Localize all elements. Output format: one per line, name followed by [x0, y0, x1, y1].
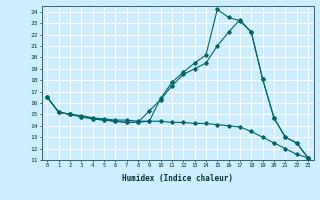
X-axis label: Humidex (Indice chaleur): Humidex (Indice chaleur): [122, 174, 233, 183]
